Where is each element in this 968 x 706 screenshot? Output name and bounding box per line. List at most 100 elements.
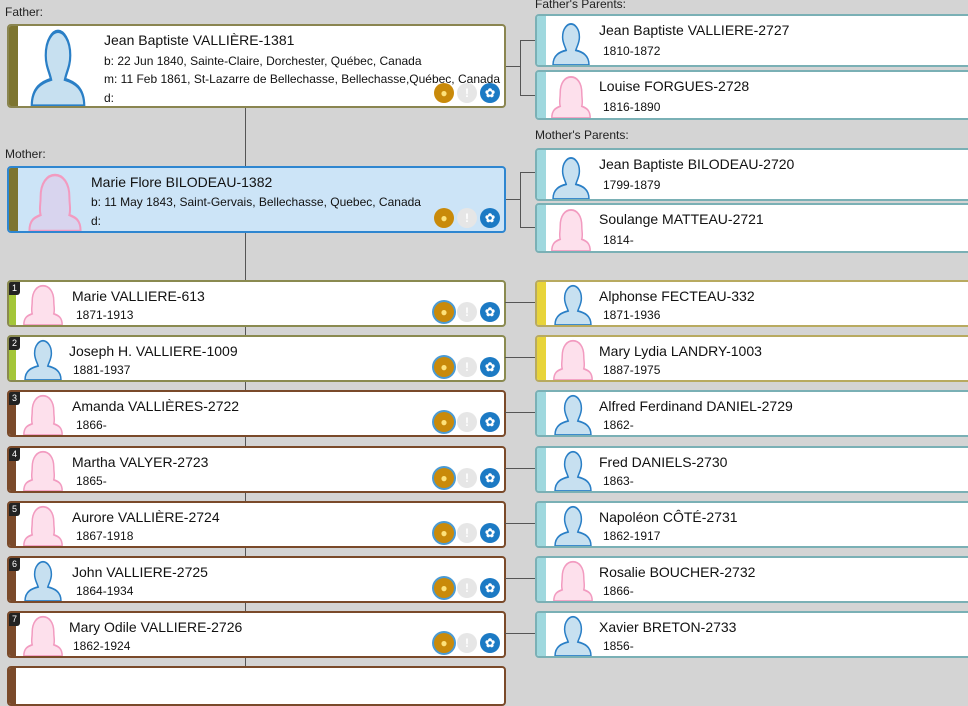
spouse-dates: 1862- [603, 418, 634, 433]
color-strip [537, 447, 546, 491]
spouse-connector [505, 467, 535, 469]
grandparent-card[interactable]: Jean Baptiste VALLIERE-2727 1810-1872 [535, 14, 968, 67]
child-dates: 1865- [76, 473, 107, 488]
family-tree-icon[interactable]: ✿ [480, 633, 500, 654]
grandparent-dates: 1799-1879 [603, 178, 661, 192]
warning-icon[interactable]: ! [457, 357, 477, 378]
child-dates: 1864-1934 [76, 584, 134, 598]
spouse-card[interactable]: Alphonse FECTEAU-332 1871-1936 [535, 280, 968, 327]
mother-label: Mother: [5, 147, 46, 161]
father-label: Father: [5, 5, 44, 19]
child-name: Aurore VALLIÈRE-2724 [72, 508, 220, 525]
child-name: Amanda VALLIÈRES-2722 [72, 398, 240, 415]
spouse-name: Alfred Ferdinand DANIEL-2729 [599, 398, 793, 415]
color-strip [537, 558, 546, 601]
grandparent-name: Soulange MATTEAU-2721 [599, 211, 764, 227]
connector [505, 66, 520, 67]
child-card[interactable]: 2 Joseph H. VALLIERE-1009 1881-1937 ●! ✿ [7, 335, 506, 383]
color-strip [9, 26, 18, 106]
child-dates: 1867-1918 [76, 528, 134, 543]
spouse-card[interactable]: Fred DANIELS-2730 1863- [535, 445, 968, 493]
warning-icon[interactable]: ! [457, 412, 477, 433]
spouse-card[interactable]: Napoléon CÔTÉ-2731 1862-1917 [535, 500, 968, 548]
hint-bulb-icon[interactable]: ● [434, 83, 454, 103]
hint-bulb-icon[interactable]: ● [434, 578, 454, 598]
child-card[interactable]: 3 Amanda VALLIÈRES-2722 1866- ●! ✿ [7, 390, 506, 438]
card-icons: ●! ✿ [434, 522, 500, 543]
color-strip [9, 282, 16, 325]
color-strip [9, 558, 16, 601]
father-birth: b: 22 Jun 1840, Sainte-Claire, Dorcheste… [104, 54, 422, 68]
child-name: John VALLIERE-2725 [72, 564, 208, 580]
child-dates: 1862-1924 [73, 639, 131, 654]
child-card[interactable]: 6 John VALLIERE-2725 1864-1934 ●! ✿ [7, 556, 506, 603]
female-silhouette-icon [547, 74, 595, 118]
male-silhouette-icon [549, 283, 597, 325]
male-silhouette-icon [549, 504, 597, 546]
spouse-card[interactable]: Xavier BRETON-2733 1856- [535, 611, 968, 659]
family-tree-icon[interactable]: ✿ [480, 578, 500, 598]
male-silhouette-icon [549, 393, 597, 436]
family-tree-icon[interactable]: ✿ [480, 467, 500, 488]
grandparent-card[interactable]: Soulange MATTEAU-2721 1814- [535, 203, 968, 253]
spouse-name: Mary Lydia LANDRY-1003 [599, 343, 762, 360]
spouse-card[interactable]: Alfred Ferdinand DANIEL-2729 1862- [535, 390, 968, 438]
grandparent-card[interactable]: Louise FORGUES-2728 1816-1890 [535, 70, 968, 120]
color-strip [537, 72, 546, 118]
spouse-connector [505, 578, 535, 579]
spouse-dates: 1871-1936 [603, 308, 661, 322]
warning-icon[interactable]: ! [457, 578, 477, 598]
warning-icon[interactable]: ! [457, 633, 477, 654]
connector [505, 199, 520, 200]
male-silhouette-icon [549, 449, 597, 491]
child-card[interactable]: 4 Martha VALYER-2723 1865- ●! ✿ [7, 445, 506, 493]
father-name: Jean Baptiste VALLIÈRE-1381 [104, 32, 295, 48]
hint-bulb-icon[interactable]: ● [434, 357, 454, 378]
spouse-card[interactable]: Mary Lydia LANDRY-1003 1887-1975 [535, 335, 968, 383]
male-silhouette-icon [549, 614, 597, 657]
hint-bulb-icon[interactable]: ● [434, 302, 454, 322]
grandparent-dates: 1816-1890 [603, 100, 661, 114]
female-silhouette-icon [19, 614, 67, 657]
child-card[interactable]: 5 Aurore VALLIÈRE-2724 1867-1918 ●! ✿ [7, 500, 506, 548]
card-icons: ●! ✿ [434, 467, 500, 488]
family-tree-icon[interactable]: ✿ [480, 522, 500, 543]
warning-icon[interactable]: ! [457, 302, 477, 322]
female-silhouette-icon [19, 393, 67, 436]
female-silhouette-icon [547, 207, 595, 251]
warning-icon[interactable]: ! [457, 522, 477, 543]
child-card[interactable]: 1 Marie VALLIERE-613 1871-1913 ●! ✿ [7, 280, 506, 327]
mother-card[interactable]: Marie Flore BILODEAU-1382 b: 11 May 1843… [7, 166, 506, 233]
warning-icon[interactable]: ! [457, 208, 477, 228]
grandparent-card[interactable]: Jean Baptiste BILODEAU-2720 1799-1879 [535, 148, 968, 201]
card-icons: ●! ✿ [434, 302, 500, 322]
mother-death: d: [91, 214, 102, 228]
connector [520, 172, 535, 173]
female-silhouette-icon [549, 559, 597, 601]
family-tree-icon[interactable]: ✿ [480, 302, 500, 322]
family-tree-icon[interactable]: ✿ [480, 412, 500, 433]
father-card[interactable]: Jean Baptiste VALLIÈRE-1381 b: 22 Jun 18… [7, 24, 506, 108]
spouse-dates: 1887-1975 [603, 363, 661, 378]
family-tree-icon[interactable]: ✿ [480, 83, 500, 103]
female-silhouette-icon [549, 338, 597, 381]
child-dates: 1881-1937 [73, 363, 131, 378]
warning-icon[interactable]: ! [457, 83, 477, 103]
spouse-card[interactable]: Rosalie BOUCHER-2732 1866- [535, 556, 968, 603]
child-number: 6 [9, 558, 20, 571]
hint-bulb-icon[interactable]: ● [434, 467, 454, 488]
hint-bulb-icon[interactable]: ● [434, 412, 454, 433]
spouse-dates: 1863- [603, 473, 634, 488]
child-card-partial[interactable] [7, 666, 506, 706]
spouse-connector [505, 412, 535, 414]
warning-icon[interactable]: ! [457, 467, 477, 488]
hint-bulb-icon[interactable]: ● [434, 208, 454, 228]
child-card[interactable]: 7 Mary Odile VALLIERE-2726 1862-1924 ●! ✿ [7, 611, 506, 659]
spouse-name: Alphonse FECTEAU-332 [599, 288, 755, 304]
connector [520, 40, 521, 96]
connector [520, 40, 535, 41]
family-tree-icon[interactable]: ✿ [480, 208, 500, 228]
hint-bulb-icon[interactable]: ● [434, 633, 454, 654]
family-tree-icon[interactable]: ✿ [480, 357, 500, 378]
hint-bulb-icon[interactable]: ● [434, 522, 454, 543]
